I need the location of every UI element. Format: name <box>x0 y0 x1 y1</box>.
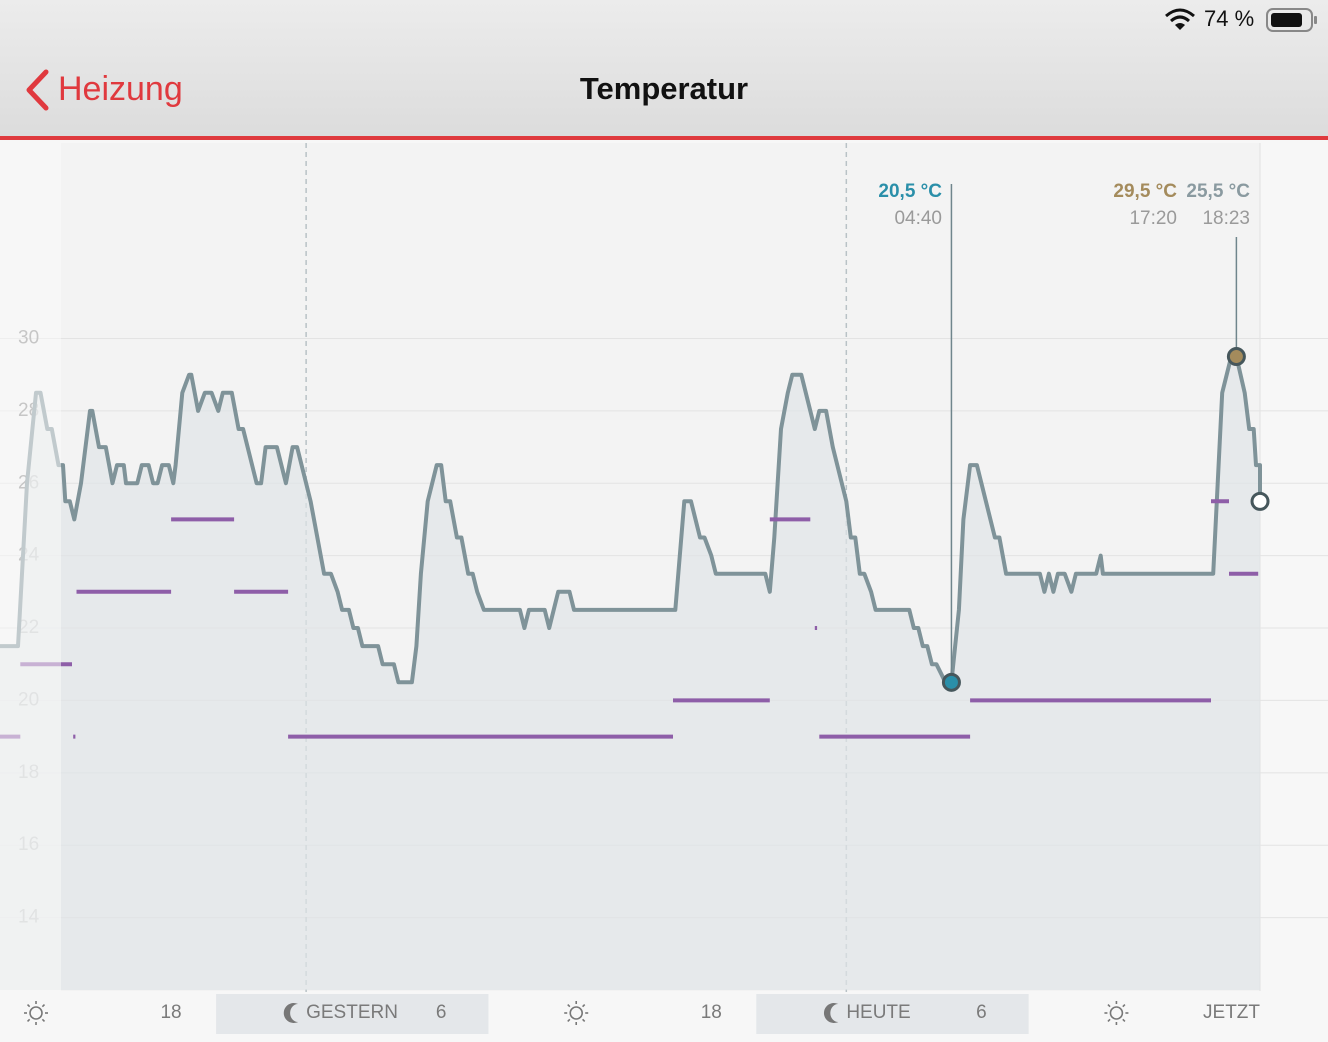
area <box>0 356 1261 991</box>
sun-icon <box>1104 1001 1129 1025</box>
sun-ray <box>567 1003 571 1008</box>
sun-ray <box>1122 1003 1126 1008</box>
moon-icon <box>823 1002 839 1023</box>
annotation-time: 18:23 <box>1202 208 1250 229</box>
sun-ray <box>582 1003 586 1008</box>
back-chevron[interactable] <box>26 69 49 111</box>
back-label[interactable]: Heizung <box>58 70 183 108</box>
sun-ray <box>567 1018 571 1023</box>
marker <box>941 672 961 692</box>
history-fade <box>0 143 61 991</box>
sun-ray <box>1122 1018 1126 1023</box>
sun-ray <box>1107 1018 1111 1023</box>
annotation-value: 29,5 °C <box>1113 181 1177 202</box>
x-tick-label: HEUTE <box>846 1002 910 1023</box>
annotation-time: 04:40 <box>894 208 942 229</box>
marker <box>1250 491 1270 511</box>
battery-percent: 74 % <box>1204 6 1254 31</box>
sun-ray <box>26 1018 31 1023</box>
sun-ray <box>41 1018 46 1023</box>
sun-ray <box>41 1003 46 1008</box>
battery-icon <box>1266 8 1317 32</box>
nav-title: Temperatur <box>580 71 748 106</box>
temperature-line <box>0 354 1262 685</box>
annotation-time: 17:20 <box>1129 208 1177 229</box>
x-tick-label: JETZT <box>1203 1002 1260 1023</box>
sun-core <box>569 1006 584 1020</box>
x-tick-label: 6 <box>976 1002 987 1023</box>
x-tick-label: 18 <box>701 1002 722 1023</box>
annotation-value: 20,5 °C <box>878 181 942 202</box>
x-axis-band <box>0 992 1328 1034</box>
nav-underline <box>0 136 1328 140</box>
night-band <box>216 994 489 1034</box>
sun-ray <box>582 1018 586 1023</box>
sun-core <box>29 1006 43 1020</box>
annotation-value: 25,5 °C <box>1186 181 1250 202</box>
x-axis: 18 GESTERN 6 18 HEUTE 6 JETZT <box>24 994 1260 1034</box>
sun-icon <box>564 1001 589 1025</box>
x-tick-label: 18 <box>160 1002 181 1023</box>
night-band <box>756 994 1029 1034</box>
back-button[interactable]: Heizung <box>26 69 183 111</box>
moon-icon <box>283 1003 299 1023</box>
sun-ray <box>1107 1003 1111 1008</box>
sun-ray <box>26 1003 31 1008</box>
sun-core <box>1109 1006 1124 1020</box>
marker <box>1226 347 1246 367</box>
nav-bar <box>0 0 1328 137</box>
wifi-icon <box>1165 8 1195 30</box>
x-tick-label: GESTERN <box>306 1002 398 1023</box>
sun-icon <box>24 1001 49 1025</box>
x-tick-label: 6 <box>436 1002 447 1023</box>
